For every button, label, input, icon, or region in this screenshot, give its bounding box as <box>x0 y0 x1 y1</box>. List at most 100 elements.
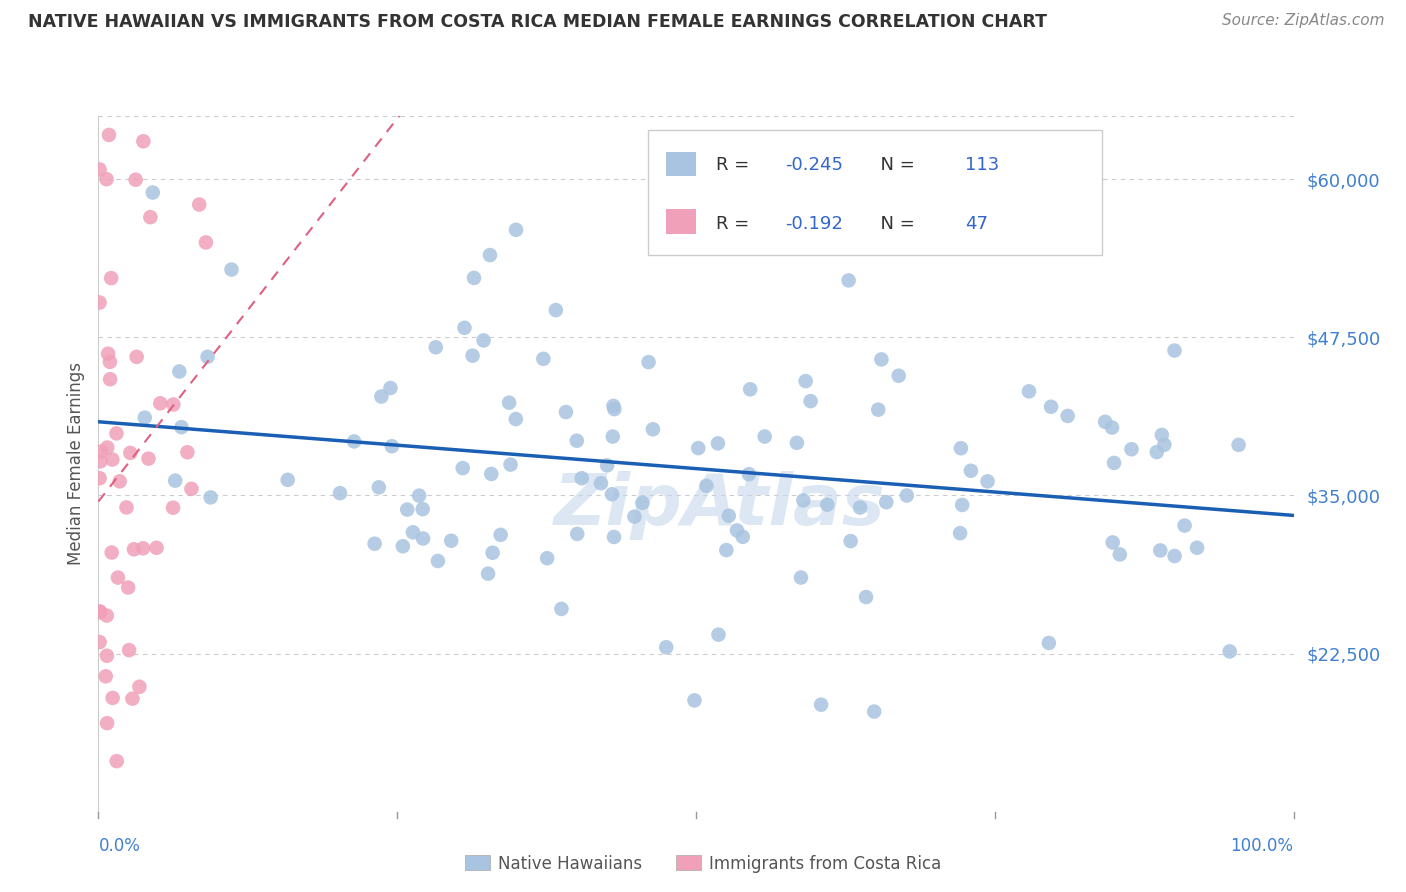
Point <box>688 441 710 455</box>
Point <box>125 350 148 364</box>
Point <box>132 541 155 556</box>
Point <box>1219 644 1241 658</box>
Point <box>396 502 419 516</box>
Point <box>603 530 626 544</box>
Point <box>145 541 167 555</box>
Point <box>641 422 664 436</box>
Point <box>100 271 122 285</box>
Point <box>194 235 217 250</box>
Point <box>408 489 430 503</box>
Point <box>1146 445 1168 459</box>
Point <box>105 426 128 441</box>
Point <box>121 691 143 706</box>
Point <box>101 452 124 467</box>
Point <box>717 508 740 523</box>
Point <box>815 498 838 512</box>
Point <box>887 368 910 383</box>
Point <box>505 412 527 426</box>
Point <box>96 716 118 731</box>
Point <box>477 566 499 581</box>
Text: N =: N = <box>869 215 921 233</box>
Point <box>602 399 624 413</box>
Point <box>1121 442 1143 457</box>
Point <box>138 451 160 466</box>
Point <box>1108 548 1130 562</box>
Point <box>461 349 484 363</box>
Text: ZipAtlas: ZipAtlas <box>554 471 886 540</box>
Point <box>89 635 111 649</box>
Point <box>221 262 243 277</box>
Point <box>412 532 434 546</box>
Point <box>600 487 623 501</box>
Point <box>716 543 738 558</box>
FancyBboxPatch shape <box>648 130 1102 255</box>
Point <box>602 429 624 443</box>
Text: Source: ZipAtlas.com: Source: ZipAtlas.com <box>1222 13 1385 29</box>
Point <box>197 350 219 364</box>
Point <box>544 303 567 318</box>
Point <box>863 705 886 719</box>
Point <box>567 527 589 541</box>
Point <box>1150 428 1173 442</box>
Point <box>754 429 776 443</box>
Point <box>128 680 150 694</box>
Point <box>132 134 155 148</box>
Point <box>949 526 972 541</box>
Point <box>655 640 678 655</box>
Point <box>531 351 554 366</box>
Point <box>96 648 118 663</box>
Point <box>499 458 522 472</box>
Point <box>1094 415 1116 429</box>
Point <box>603 402 626 417</box>
Point <box>367 480 389 494</box>
Point <box>1101 420 1123 434</box>
Point <box>96 172 118 186</box>
Point <box>402 525 425 540</box>
Point <box>1101 535 1123 549</box>
Point <box>849 500 872 515</box>
Point <box>555 405 578 419</box>
Point <box>98 128 121 142</box>
Point <box>451 461 474 475</box>
Point <box>425 340 447 354</box>
Point <box>810 698 832 712</box>
Point <box>440 533 463 548</box>
Point <box>738 467 761 482</box>
Point <box>101 690 124 705</box>
Point <box>550 602 572 616</box>
Point <box>180 482 202 496</box>
Point <box>98 372 121 386</box>
Point <box>89 471 111 485</box>
Point <box>800 394 823 409</box>
Point <box>118 643 141 657</box>
Point <box>949 442 972 456</box>
Point <box>381 439 404 453</box>
Point <box>1018 384 1040 399</box>
Point <box>96 441 118 455</box>
Point <box>683 693 706 707</box>
Text: R =: R = <box>716 156 755 174</box>
Point <box>142 186 165 200</box>
Point <box>571 471 593 485</box>
Point <box>631 496 654 510</box>
Text: -0.192: -0.192 <box>786 215 844 233</box>
Text: -0.245: -0.245 <box>786 156 844 174</box>
Text: 0.0%: 0.0% <box>98 837 141 855</box>
Point <box>731 530 754 544</box>
Point <box>412 502 434 516</box>
Point <box>89 295 111 310</box>
Point <box>426 554 449 568</box>
Legend: Native Hawaiians, Immigrants from Costa Rica: Native Hawaiians, Immigrants from Costa … <box>458 848 948 880</box>
Point <box>89 454 111 468</box>
Text: NATIVE HAWAIIAN VS IMMIGRANTS FROM COSTA RICA MEDIAN FEMALE EARNINGS CORRELATION: NATIVE HAWAIIAN VS IMMIGRANTS FROM COSTA… <box>28 13 1047 31</box>
Point <box>960 464 983 478</box>
Text: 100.0%: 100.0% <box>1230 837 1294 855</box>
Point <box>838 273 860 287</box>
Point <box>1149 543 1171 558</box>
Point <box>122 542 145 557</box>
Point <box>170 420 193 434</box>
Point <box>149 396 172 410</box>
Point <box>596 458 619 473</box>
Point <box>478 248 501 262</box>
Point <box>96 608 118 623</box>
